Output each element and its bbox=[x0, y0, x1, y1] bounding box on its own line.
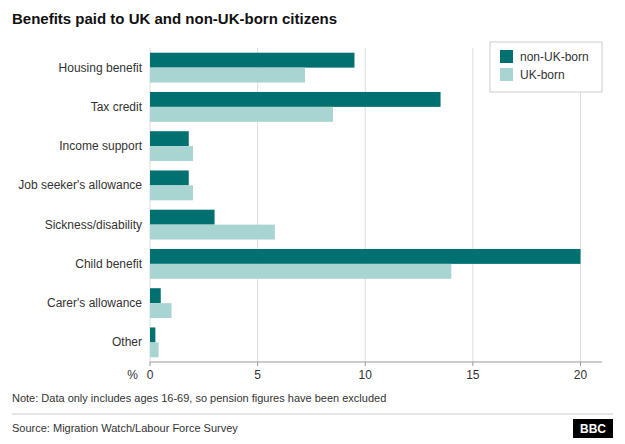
legend: non-UK-born UK-born bbox=[490, 42, 602, 92]
bar bbox=[150, 146, 193, 161]
note: Note: Data only includes ages 16-69, so … bbox=[12, 392, 386, 404]
chart-svg: Benefits paid to UK and non-UK-born citi… bbox=[0, 0, 625, 444]
bar bbox=[150, 185, 193, 200]
legend-swatch bbox=[500, 50, 513, 63]
grid bbox=[150, 48, 580, 362]
tick-label: 5 bbox=[254, 368, 261, 382]
tick-mark bbox=[365, 362, 366, 366]
category-label: Housing benefit bbox=[59, 61, 143, 75]
grid-line bbox=[472, 48, 473, 362]
bar bbox=[150, 249, 580, 264]
bar bbox=[150, 53, 354, 68]
grid-line bbox=[580, 48, 581, 362]
category-label: Other bbox=[112, 335, 142, 349]
bar bbox=[150, 288, 161, 303]
tick-label: 20 bbox=[574, 368, 588, 382]
category-label: Sickness/disability bbox=[45, 218, 142, 232]
source: Source: Migration Watch/Labour Force Sur… bbox=[12, 422, 238, 434]
category-label: Child benefit bbox=[75, 257, 142, 271]
category-label: Income support bbox=[59, 139, 142, 153]
tick-mark bbox=[472, 362, 473, 366]
tick-mark bbox=[257, 362, 258, 366]
tick-label: 0 bbox=[147, 368, 154, 382]
bar bbox=[150, 327, 155, 342]
tick-mark bbox=[580, 362, 581, 366]
x-axis-line bbox=[150, 362, 602, 363]
chart-container: Benefits paid to UK and non-UK-born citi… bbox=[0, 0, 625, 444]
tick-label: 10 bbox=[359, 368, 373, 382]
bar bbox=[150, 170, 189, 185]
category-label: Carer's allowance bbox=[47, 296, 142, 310]
title: Benefits paid to UK and non-UK-born citi… bbox=[12, 10, 337, 27]
bars bbox=[150, 53, 580, 358]
bar bbox=[150, 342, 159, 357]
legend-swatch bbox=[500, 68, 513, 81]
logo-box bbox=[573, 419, 613, 438]
separator bbox=[12, 414, 613, 415]
bar bbox=[150, 303, 172, 318]
bar bbox=[150, 68, 305, 83]
bar bbox=[150, 225, 275, 240]
tick-label: 15 bbox=[466, 368, 480, 382]
tick-mark bbox=[150, 362, 151, 366]
legend-label: UK-born bbox=[520, 68, 565, 82]
legend-box bbox=[490, 42, 602, 92]
bar bbox=[150, 210, 215, 225]
logo: BBC bbox=[580, 422, 606, 436]
category-label: Tax credit bbox=[91, 100, 143, 114]
bar bbox=[150, 107, 333, 122]
category-label: Job seeker's allowance bbox=[18, 178, 142, 192]
axis-label: % bbox=[127, 368, 138, 382]
bar bbox=[150, 131, 189, 146]
legend-label: non-UK-born bbox=[520, 50, 589, 64]
bar bbox=[150, 92, 441, 107]
bar bbox=[150, 264, 451, 279]
